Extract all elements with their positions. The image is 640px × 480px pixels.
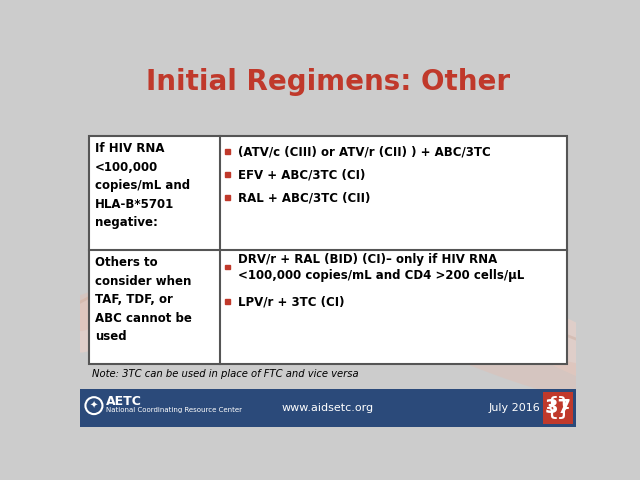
Text: AETC: AETC [106,395,142,408]
FancyBboxPatch shape [225,300,230,304]
FancyBboxPatch shape [543,392,573,424]
FancyBboxPatch shape [225,265,230,269]
Text: Others to
consider when
TAF, TDF, or
ABC cannot be
used: Others to consider when TAF, TDF, or ABC… [95,256,191,343]
Text: 37: 37 [545,398,572,418]
Text: }: } [556,396,572,420]
Text: (ATV/c (CIII) or ATV/r (CII) ) + ABC/3TC: (ATV/c (CIII) or ATV/r (CII) ) + ABC/3TC [238,145,491,158]
FancyBboxPatch shape [225,149,230,154]
Text: Note: 3TC can be used in place of FTC and vice versa: Note: 3TC can be used in place of FTC an… [92,370,359,380]
Text: RAL + ABC/3TC (CII): RAL + ABC/3TC (CII) [238,191,371,204]
FancyBboxPatch shape [225,172,230,177]
Text: If HIV RNA
<100,000
copies/mL and
HLA-B*5701
negative:: If HIV RNA <100,000 copies/mL and HLA-B*… [95,142,190,229]
FancyBboxPatch shape [80,389,576,427]
Text: DRV/r + RAL (BID) (CI)– only if HIV RNA
<100,000 copies/mL and CD4 >200 cells/μL: DRV/r + RAL (BID) (CI)– only if HIV RNA … [238,252,524,282]
Text: National Coordinating Resource Center: National Coordinating Resource Center [106,407,243,413]
Text: {: { [544,396,560,420]
Text: EFV + ABC/3TC (CI): EFV + ABC/3TC (CI) [238,168,365,181]
Text: July 2016: July 2016 [488,403,540,413]
FancyBboxPatch shape [225,195,230,200]
Text: Initial Regimens: Other: Initial Regimens: Other [146,68,510,96]
Text: www.aidsetc.org: www.aidsetc.org [282,403,374,413]
Text: ✦: ✦ [90,401,98,411]
Text: LPV/r + 3TC (CI): LPV/r + 3TC (CI) [238,295,344,308]
FancyBboxPatch shape [90,136,566,364]
